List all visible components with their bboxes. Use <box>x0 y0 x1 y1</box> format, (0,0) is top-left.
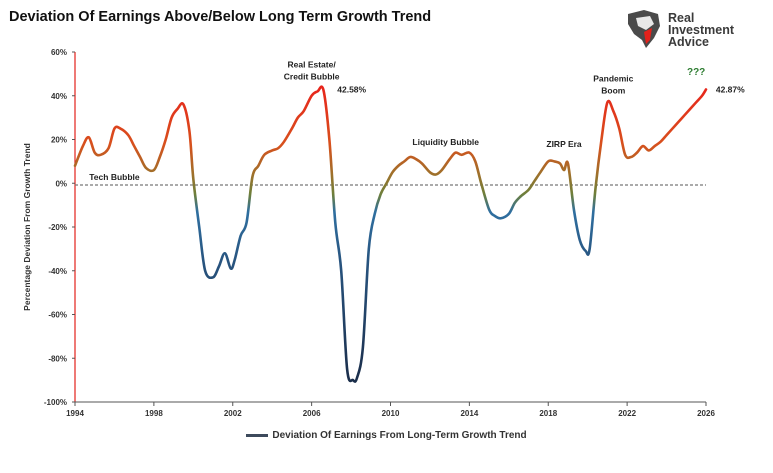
logo-text: Real Investment Advice <box>668 11 734 49</box>
annotation-label: Pandemic <box>593 74 633 84</box>
annotation-label: 42.87% <box>716 84 745 94</box>
x-tick-label: 2018 <box>539 409 557 418</box>
annotation-label: Boom <box>601 86 626 96</box>
x-tick-label: 1994 <box>66 409 84 418</box>
x-tick-label: 2002 <box>224 409 242 418</box>
annotation-label: Tech Bubble <box>89 172 140 182</box>
x-tick-label: 2010 <box>382 409 400 418</box>
y-tick-label: 60% <box>51 48 67 57</box>
x-tick-label: 1998 <box>145 409 163 418</box>
x-tick-label: 2006 <box>303 409 321 418</box>
real-investment-advice-logo: Real Investment Advice <box>624 8 744 52</box>
annotation-label: ZIRP Era <box>546 139 582 149</box>
x-tick-label: 2014 <box>460 409 478 418</box>
annotation-label: Liquidity Bubble <box>412 137 479 147</box>
y-tick-label: 20% <box>51 136 67 145</box>
eagle-icon <box>628 10 660 48</box>
y-tick-label: 40% <box>51 92 67 101</box>
chart-legend: Deviation Of Earnings From Long-Term Gro… <box>0 430 773 441</box>
logo-line-1: Real <box>668 11 695 25</box>
y-axis-label: Percentage Deviation From Growth Trend <box>22 143 32 311</box>
y-tick-label: 0% <box>55 179 67 188</box>
annotation-label: 42.58% <box>337 84 366 94</box>
x-tick-label: 2026 <box>697 409 715 418</box>
legend-swatch <box>246 433 269 437</box>
series-line <box>73 85 708 383</box>
chart-title: Deviation Of Earnings Above/Below Long T… <box>9 9 432 25</box>
annotation-label: Credit Bubble <box>284 71 340 81</box>
logo-line-2: Investment <box>668 23 734 37</box>
y-tick-label: -60% <box>48 311 67 320</box>
y-tick-label: -80% <box>48 354 67 363</box>
chart-ticks: 60% 40% 20% 0% -20% -40% -60% -80% -100% 1994 1998… <box>44 48 716 418</box>
y-tick-label: -20% <box>48 223 67 232</box>
logo-line-3: Advice <box>668 35 709 49</box>
annotation-label: ??? <box>687 67 705 78</box>
annotation-label: Real Estate/ <box>288 59 337 69</box>
chart-series <box>73 85 708 383</box>
y-tick-label: -40% <box>48 267 67 276</box>
x-tick-label: 2022 <box>618 409 636 418</box>
chart-annotations: Tech Bubble Real Estate/Credit Bubble 42.5… <box>89 59 745 182</box>
y-tick-label: -100% <box>44 398 67 407</box>
legend-label: Deviation Of Earnings From Long-Term Gro… <box>272 430 527 441</box>
